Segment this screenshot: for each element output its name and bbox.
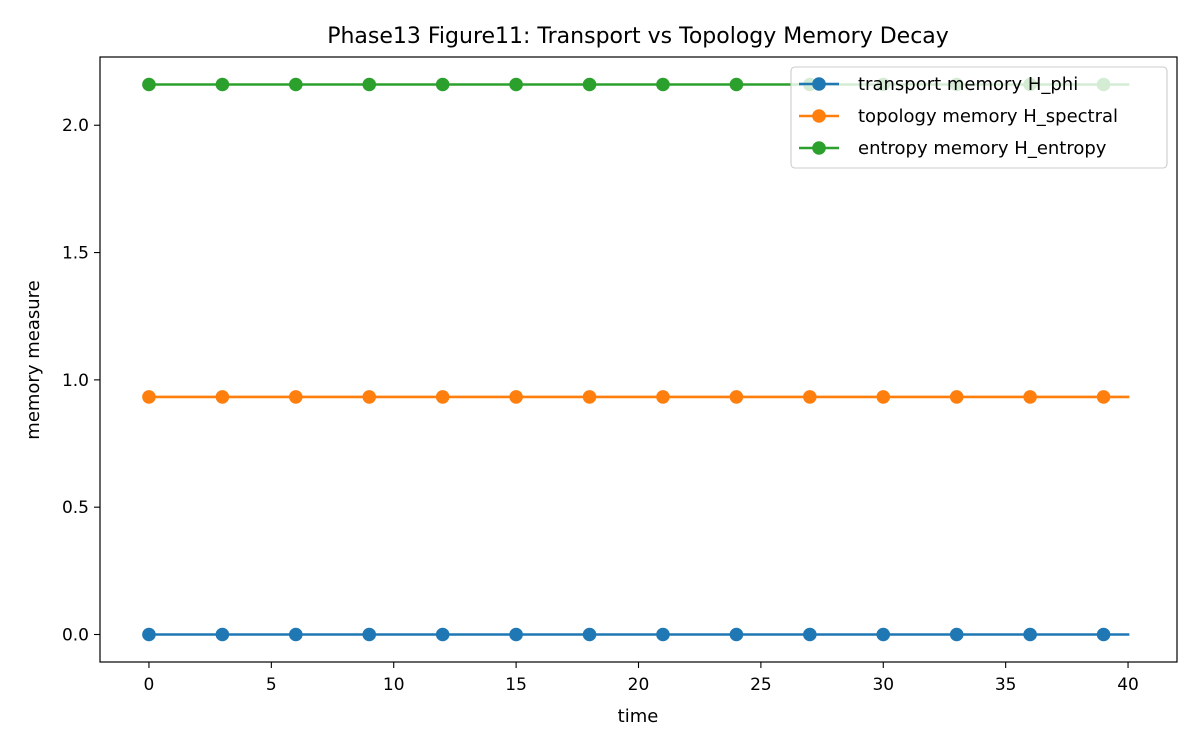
series-marker-1 <box>949 390 964 404</box>
series-marker-0 <box>435 627 450 642</box>
y-tick-label: 1.5 <box>62 244 89 264</box>
series-marker-0 <box>803 627 817 642</box>
series-marker-1 <box>362 390 377 404</box>
series-marker-0 <box>876 627 891 642</box>
x-tick-label: 15 <box>505 675 527 695</box>
series-marker-1 <box>142 390 156 404</box>
series-marker-0 <box>1023 627 1037 642</box>
series-marker-1 <box>435 390 450 404</box>
x-tick-label: 35 <box>995 675 1017 695</box>
legend-marker-1 <box>812 109 826 123</box>
legend-marker-0 <box>812 77 826 91</box>
series-marker-1 <box>509 390 523 404</box>
series-marker-1 <box>656 390 670 404</box>
x-tick-label: 20 <box>628 675 650 695</box>
series-marker-0 <box>949 627 964 642</box>
x-tick-label: 25 <box>750 675 772 695</box>
series-marker-1 <box>803 390 817 404</box>
x-tick-label: 30 <box>872 675 894 695</box>
y-axis-label: memory measure <box>23 280 44 439</box>
y-tick-label: 2.0 <box>62 116 89 136</box>
x-tick-label: 0 <box>144 675 155 695</box>
legend-label-2: entropy memory H_entropy <box>858 138 1107 159</box>
series-marker-1 <box>1096 390 1111 404</box>
series-marker-0 <box>656 627 670 642</box>
legend-frame <box>790 66 1168 169</box>
series-marker-0 <box>582 627 597 642</box>
series-marker-1 <box>582 390 597 404</box>
legend-label-0: transport memory H_phi <box>858 74 1078 95</box>
x-axis-label: time <box>618 706 659 727</box>
x-tick-label: 5 <box>266 675 277 695</box>
series-marker-0 <box>289 627 303 642</box>
chart-title: Phase13 Figure11: Transport vs Topology … <box>327 24 949 49</box>
series-marker-2 <box>656 77 670 92</box>
y-tick-label: 1.0 <box>62 371 89 391</box>
series-marker-0 <box>1096 627 1111 642</box>
series-marker-2 <box>435 77 450 92</box>
legend-label-1: topology memory H_spectral <box>858 106 1118 127</box>
series-marker-0 <box>729 627 744 642</box>
y-tick-label: 0.0 <box>62 626 89 646</box>
legend: transport memory H_phi topology memory H_… <box>790 66 1168 169</box>
series-marker-1 <box>876 390 891 404</box>
x-tick-label: 10 <box>383 675 405 695</box>
series-marker-1 <box>215 390 230 404</box>
series-marker-1 <box>1023 390 1037 404</box>
series-marker-2 <box>729 77 744 92</box>
series-marker-2 <box>582 77 597 92</box>
series-marker-0 <box>142 627 156 642</box>
series-marker-2 <box>289 77 303 92</box>
y-tick-label: 0.5 <box>62 498 89 518</box>
series-marker-2 <box>142 77 156 92</box>
series-marker-2 <box>509 77 523 92</box>
series-marker-0 <box>509 627 523 642</box>
series-marker-1 <box>729 390 744 404</box>
x-tick-label: 40 <box>1117 675 1139 695</box>
series-marker-0 <box>362 627 377 642</box>
series-marker-2 <box>215 77 230 92</box>
series-marker-0 <box>215 627 230 642</box>
series-marker-2 <box>362 77 377 92</box>
series-marker-1 <box>289 390 303 404</box>
legend-marker-2 <box>812 141 826 155</box>
